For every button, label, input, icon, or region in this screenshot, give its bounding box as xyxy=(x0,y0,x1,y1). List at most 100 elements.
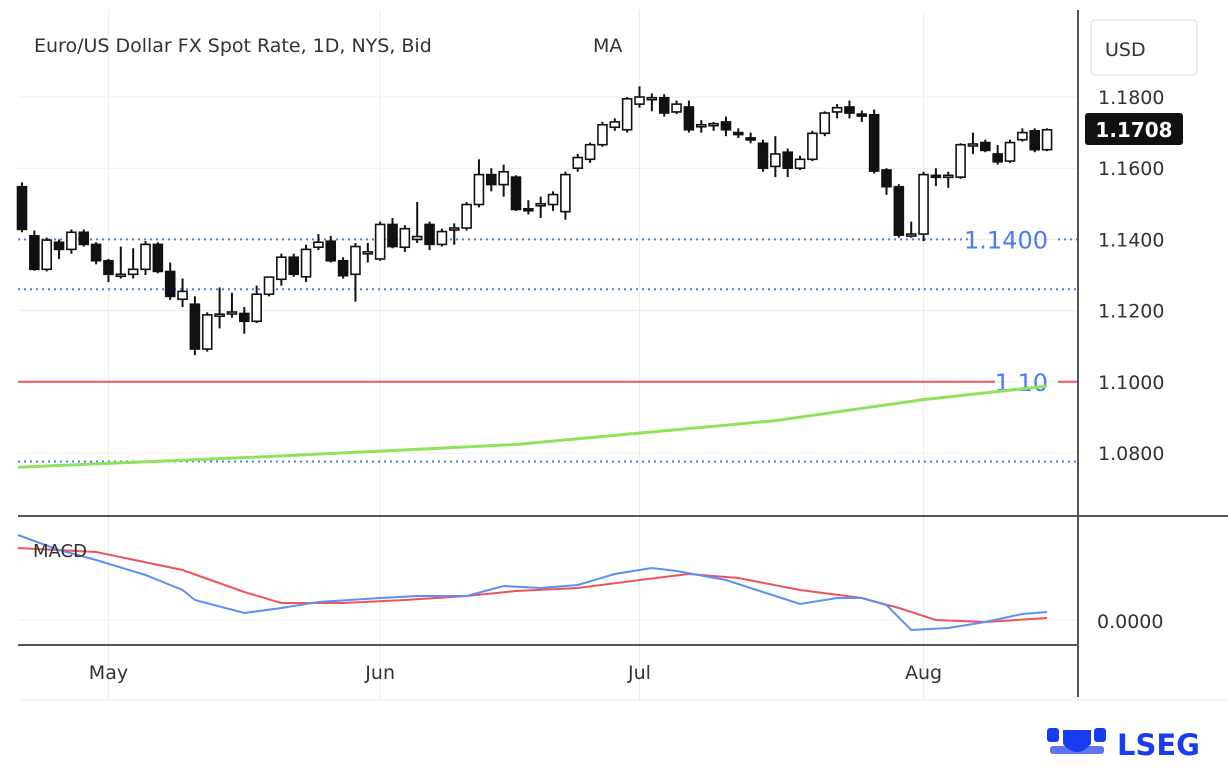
candle-body xyxy=(448,227,460,231)
candle-body xyxy=(560,173,571,213)
candle xyxy=(300,244,312,283)
candle-body xyxy=(510,176,522,211)
currency-label: USD xyxy=(1105,39,1146,61)
candle-body xyxy=(634,96,645,105)
candle-body xyxy=(893,185,905,236)
candle-body xyxy=(831,106,843,113)
candle-body xyxy=(745,137,756,141)
candle xyxy=(572,153,584,172)
candle-body xyxy=(1017,131,1028,141)
candle xyxy=(597,121,608,147)
candle-body xyxy=(584,143,596,161)
candle xyxy=(634,86,645,108)
candle-body xyxy=(152,243,164,273)
candle-body xyxy=(930,174,942,179)
candle-body xyxy=(140,243,151,271)
candle xyxy=(115,246,127,279)
candle xyxy=(918,171,929,242)
candle-body xyxy=(164,270,176,298)
macd-line xyxy=(17,534,1048,632)
candle-body xyxy=(485,173,497,186)
candle xyxy=(510,175,522,211)
candle xyxy=(979,139,991,153)
candle xyxy=(523,200,534,215)
candle-body xyxy=(66,231,77,251)
candle xyxy=(103,258,114,283)
candle-body xyxy=(782,151,794,169)
candle-body xyxy=(523,207,534,212)
candle-body xyxy=(621,97,633,131)
candle-body xyxy=(263,276,275,296)
candle xyxy=(362,242,374,263)
candle xyxy=(584,142,596,163)
lseg-logo-text: LSEG xyxy=(1117,728,1200,762)
macd-label: MACD xyxy=(33,541,87,562)
candle xyxy=(164,262,176,300)
candle xyxy=(127,248,139,279)
candle-body xyxy=(868,114,880,172)
candle-body xyxy=(226,311,238,315)
candle xyxy=(29,230,40,271)
candle xyxy=(399,225,411,252)
candle-body xyxy=(658,96,670,114)
candle xyxy=(683,100,695,133)
candle xyxy=(498,164,509,197)
candle xyxy=(732,128,744,138)
candle-body xyxy=(646,96,658,101)
candle-body xyxy=(794,158,806,170)
y-axis-labels: 1.1800 1.1600 1.1400 1.1200 1.1000 1.0800 xyxy=(1098,87,1164,465)
candle xyxy=(745,132,756,144)
candle-body xyxy=(535,203,547,207)
candle-body xyxy=(720,121,732,131)
candle-body xyxy=(127,268,139,276)
candle xyxy=(411,202,423,243)
candle-body xyxy=(905,233,917,237)
candle-body xyxy=(78,231,90,246)
candle-body xyxy=(399,227,411,249)
x-tick-label: Aug xyxy=(905,662,942,684)
candle xyxy=(646,93,658,112)
y-tick-label: 1.1000 xyxy=(1098,372,1164,394)
candle xyxy=(770,136,781,178)
currency-box[interactable] xyxy=(1090,19,1198,76)
candle-body xyxy=(53,241,65,251)
ma-indicator-label[interactable]: MA xyxy=(593,35,622,57)
candle xyxy=(1041,128,1053,152)
candle-body xyxy=(770,153,781,168)
candle-body xyxy=(387,223,398,248)
candle xyxy=(535,196,547,219)
candle xyxy=(1017,128,1028,142)
macd-panel xyxy=(17,534,1048,632)
y-tick-label: 1.0800 xyxy=(1098,443,1164,465)
ma-line xyxy=(17,384,1048,469)
price-levels: 1.1400 1.10 xyxy=(18,226,1078,463)
candle-body xyxy=(732,131,744,136)
candle-body xyxy=(16,185,28,231)
lseg-crest-icon xyxy=(1047,728,1106,754)
candle xyxy=(41,237,53,272)
candle xyxy=(708,121,719,131)
chart-title: Euro/US Dollar FX Spot Rate, 1D, NYS, Bi… xyxy=(34,35,432,57)
candle xyxy=(868,109,880,174)
candle xyxy=(881,168,892,195)
candle xyxy=(757,139,769,172)
candle xyxy=(140,241,151,275)
candle xyxy=(263,276,275,297)
x-tick-label: Jul xyxy=(627,662,651,684)
y-tick-label: 1.1200 xyxy=(1098,301,1164,323)
candle xyxy=(66,229,77,254)
candle xyxy=(16,182,28,233)
candle xyxy=(560,171,571,220)
candle-body xyxy=(942,174,954,179)
candle-body xyxy=(374,223,386,260)
candle-body xyxy=(189,303,201,350)
candle xyxy=(547,191,559,211)
candle xyxy=(424,221,435,251)
candle xyxy=(930,168,942,186)
candles xyxy=(16,86,1053,356)
candle xyxy=(350,242,361,302)
candle xyxy=(905,221,917,238)
candle-body xyxy=(597,123,608,146)
candle-body xyxy=(473,173,485,206)
